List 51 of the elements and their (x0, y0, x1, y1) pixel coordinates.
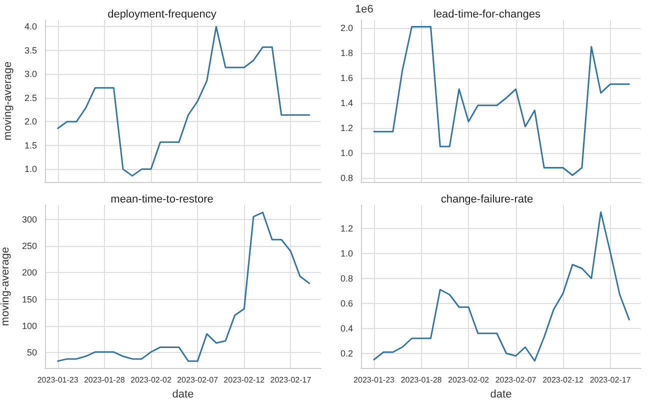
x-tick-label: 2023-01-23 (37, 376, 79, 384)
y-tick-label: 0.2 (340, 348, 353, 358)
x-tick-label: 2023-02-17 (590, 376, 632, 384)
chart-title: mean-time-to-restore (110, 194, 214, 206)
x-tick-label: 2023-01-23 (354, 376, 396, 384)
y-tick-label: 1.2 (340, 223, 353, 234)
y-tick-label: 2.5 (24, 92, 37, 103)
y-tick-label: 300 (22, 214, 37, 224)
y-tick-label: 3.5 (24, 45, 37, 56)
y-tick-label: 1.2 (340, 122, 353, 133)
y-tick-label: 1.6 (340, 72, 353, 83)
x-tick-label: 2023-02-12 (224, 376, 266, 384)
y-axis-title: moving-average (0, 247, 12, 326)
x-tick-label: 2023-02-17 (270, 376, 312, 384)
y-tick-label: 0.4 (340, 323, 353, 334)
x-axis-title: date (172, 388, 194, 400)
y-tick-label: 100 (22, 320, 37, 331)
y-tick-label: 0.8 (340, 172, 353, 183)
y-axis-title: moving-average (2, 62, 14, 140)
chart-title: deployment-frequency (108, 8, 217, 20)
x-tick-label: 2023-01-28 (400, 376, 442, 384)
x-tick-label: 2023-02-02 (130, 376, 172, 384)
y-tick-label: 250 (22, 241, 37, 252)
y-tick-label: 4.0 (24, 22, 37, 32)
x-tick-label: 2023-02-02 (448, 376, 490, 384)
y-tick-label: 1.0 (340, 248, 353, 258)
y-tick-label: 50 (26, 348, 37, 358)
y-tick-label: 3.0 (24, 69, 37, 80)
y-tick-label: 0.8 (340, 273, 353, 284)
x-tick-label: 2023-02-07 (495, 376, 537, 384)
y-tick-label: 1.0 (340, 148, 353, 158)
chart-title: change-failure-rate (440, 194, 534, 206)
y-tick-label: 1.0 (24, 164, 37, 174)
text: 1e6 (355, 4, 374, 16)
y-tick-label: 0.6 (340, 298, 353, 308)
y-tick-label: 1.5 (24, 140, 37, 150)
y-tick-label: 2.0 (24, 116, 37, 127)
line-series (373, 211, 630, 362)
x-axis-title: date (490, 388, 512, 400)
y-tick-label: 1.4 (340, 98, 353, 108)
y-tick-label: 200 (22, 268, 37, 278)
x-tick-label: 2023-01-28 (84, 376, 126, 384)
line-series (57, 212, 310, 362)
chart-title: lead-time-for-changes (434, 8, 541, 20)
line-series (373, 26, 630, 176)
x-tick-label: 2023-02-12 (542, 376, 584, 384)
x-tick-label: 2023-02-07 (177, 376, 219, 384)
y-tick-label: 150 (22, 294, 37, 304)
y-tick-label: 1.8 (340, 48, 353, 58)
line-series (57, 26, 310, 177)
y-tick-label: 2.0 (340, 22, 353, 33)
